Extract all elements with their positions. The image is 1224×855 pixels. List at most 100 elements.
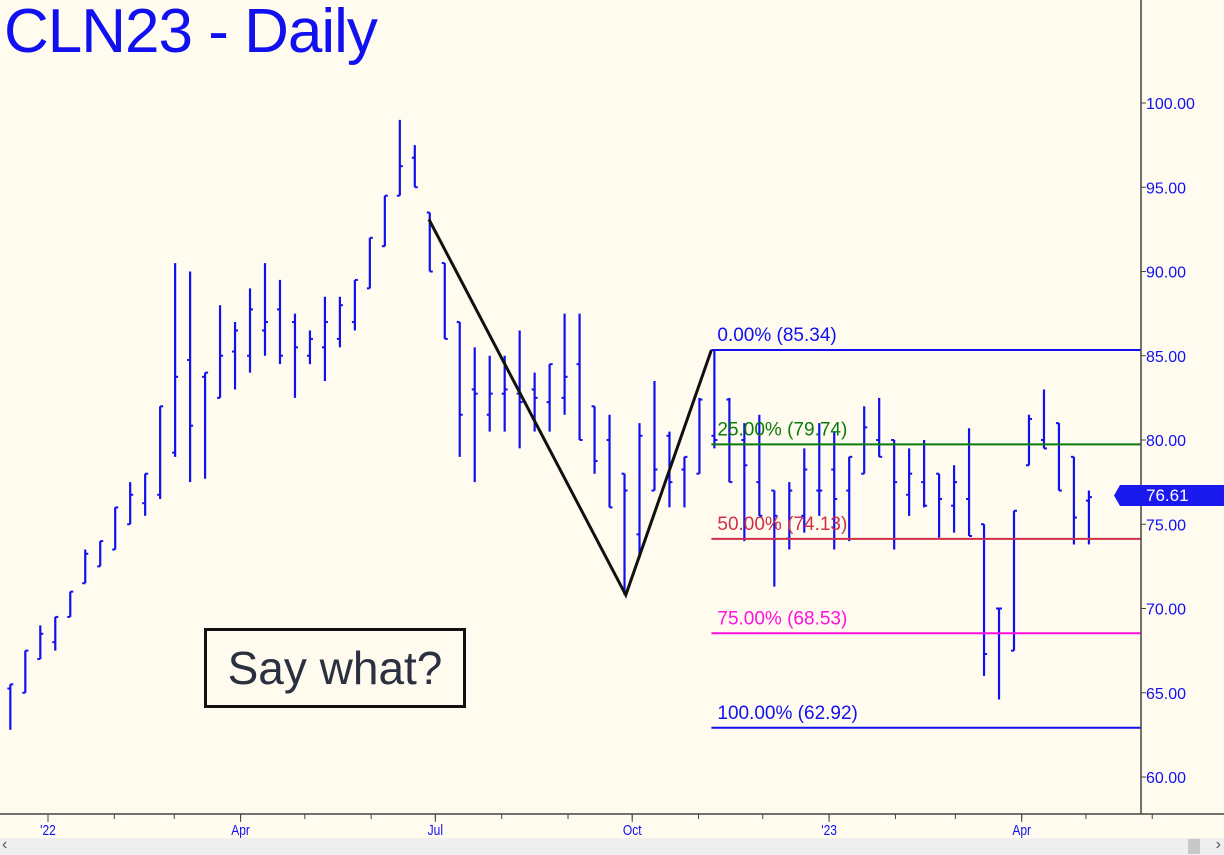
price-bar (726, 397, 733, 484)
price-bar (576, 313, 583, 441)
price-bar (381, 194, 388, 248)
price-bar (546, 363, 553, 432)
price-bar (202, 371, 209, 479)
price-bar (591, 405, 598, 474)
price-bar (861, 406, 868, 475)
price-bar (486, 355, 493, 432)
price-bar (97, 540, 104, 568)
price-bar (67, 590, 74, 618)
price-bar (187, 271, 194, 483)
price-bar (966, 428, 973, 538)
y-tick-label: 75.00 (1146, 517, 1186, 534)
price-bar (306, 330, 313, 365)
x-tick-label: '23 (821, 822, 837, 839)
price-bar (366, 236, 373, 290)
price-bar (321, 296, 328, 382)
price-bar (411, 145, 418, 189)
price-bar (1070, 455, 1077, 545)
price-bar (336, 296, 343, 348)
price-bar (232, 322, 239, 390)
price-bar (696, 397, 703, 475)
scroll-left-icon[interactable]: ‹ (2, 836, 8, 853)
x-tick-label: Apr (231, 822, 250, 839)
price-bar (936, 472, 943, 538)
scroll-right-icon[interactable]: › (1215, 836, 1221, 853)
last-price-value: 76.61 (1146, 486, 1189, 505)
x-tick-label: Jul (428, 822, 443, 839)
price-bars (7, 119, 1092, 730)
x-tick-label: '22 (40, 822, 56, 839)
horizontal-scrollbar[interactable]: ‹ › (0, 836, 1224, 855)
y-tick-label: 85.00 (1146, 349, 1186, 366)
price-bar (1040, 389, 1047, 450)
price-bar (142, 472, 149, 516)
price-bar (247, 288, 254, 373)
price-bar (846, 455, 853, 542)
y-tick-label: 70.00 (1146, 602, 1186, 619)
price-bar (741, 423, 748, 542)
price-bar (891, 439, 898, 550)
fib-level-label: 75.00% (68.53) (717, 608, 847, 629)
price-bar (52, 615, 59, 651)
price-bar (651, 381, 658, 492)
y-tick-label: 60.00 (1146, 770, 1186, 787)
price-bar (561, 313, 568, 415)
price-bar (471, 347, 478, 483)
price-bar (501, 355, 508, 432)
price-bar (981, 523, 988, 676)
price-bar (22, 649, 29, 694)
price-bar (456, 321, 463, 457)
price-tag-shape (1114, 485, 1224, 506)
price-bar (1011, 509, 1017, 652)
price-bar (37, 625, 44, 661)
price-bar (621, 472, 628, 596)
last-price-tag: 76.61 (1114, 485, 1224, 506)
fib-level-label: 100.00% (62.92) (717, 703, 858, 724)
price-bar (921, 440, 928, 508)
price-bar (1055, 422, 1062, 492)
fib-level-label: 25.00% (79.74) (717, 419, 847, 440)
price-bar (1025, 414, 1032, 467)
price-bar (217, 305, 224, 399)
price-bar (396, 119, 403, 197)
fibonacci-levels: 0.00% (85.34) 25.00% (79.74) 50.00% (74.13… (711, 325, 1141, 729)
price-bar (351, 278, 358, 331)
price-bar (172, 263, 179, 457)
price-bar (816, 423, 823, 516)
price-bar (906, 448, 913, 516)
zigzag-pattern (427, 218, 713, 599)
y-tick-label: 100.00 (1146, 96, 1195, 113)
y-tick-label: 65.00 (1146, 686, 1186, 703)
y-tick-label: 90.00 (1146, 265, 1186, 282)
x-tick-label: Oct (623, 822, 642, 839)
price-bar (157, 405, 164, 499)
price-bar (756, 414, 763, 517)
price-bar (112, 506, 119, 551)
fib-level-label: 50.00% (74.13) (717, 514, 847, 535)
price-bar (876, 397, 883, 458)
price-bar (606, 414, 613, 509)
price-bar (276, 279, 283, 365)
scrollbar-thumb[interactable] (1188, 839, 1200, 854)
zigzag-line (427, 218, 713, 599)
price-bar (636, 423, 643, 558)
chart-title: CLN23 - Daily (4, 0, 378, 66)
x-tick-label: Apr (1012, 822, 1031, 839)
price-bar (7, 683, 14, 730)
price-bar (82, 549, 89, 585)
price-bar (441, 262, 448, 340)
fib-level-label: 0.00% (85.34) (717, 325, 836, 346)
price-bar (801, 448, 808, 533)
price-bar (127, 482, 134, 526)
price-bar (1085, 490, 1092, 545)
price-bar (831, 431, 838, 550)
price-bar (711, 350, 718, 449)
y-tick-label: 80.00 (1146, 433, 1186, 450)
price-bar (996, 607, 1003, 700)
price-bar (291, 313, 298, 398)
price-bar (681, 455, 688, 508)
y-tick-label: 95.00 (1146, 180, 1186, 197)
annotation-text: Say what? (227, 642, 443, 694)
